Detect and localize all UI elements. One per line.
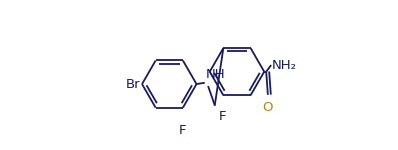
Text: Br: Br bbox=[125, 78, 140, 91]
Text: O: O bbox=[263, 101, 273, 114]
Text: NH: NH bbox=[206, 68, 226, 81]
Text: F: F bbox=[219, 110, 226, 123]
Text: NH₂: NH₂ bbox=[272, 59, 297, 72]
Text: F: F bbox=[179, 124, 187, 137]
